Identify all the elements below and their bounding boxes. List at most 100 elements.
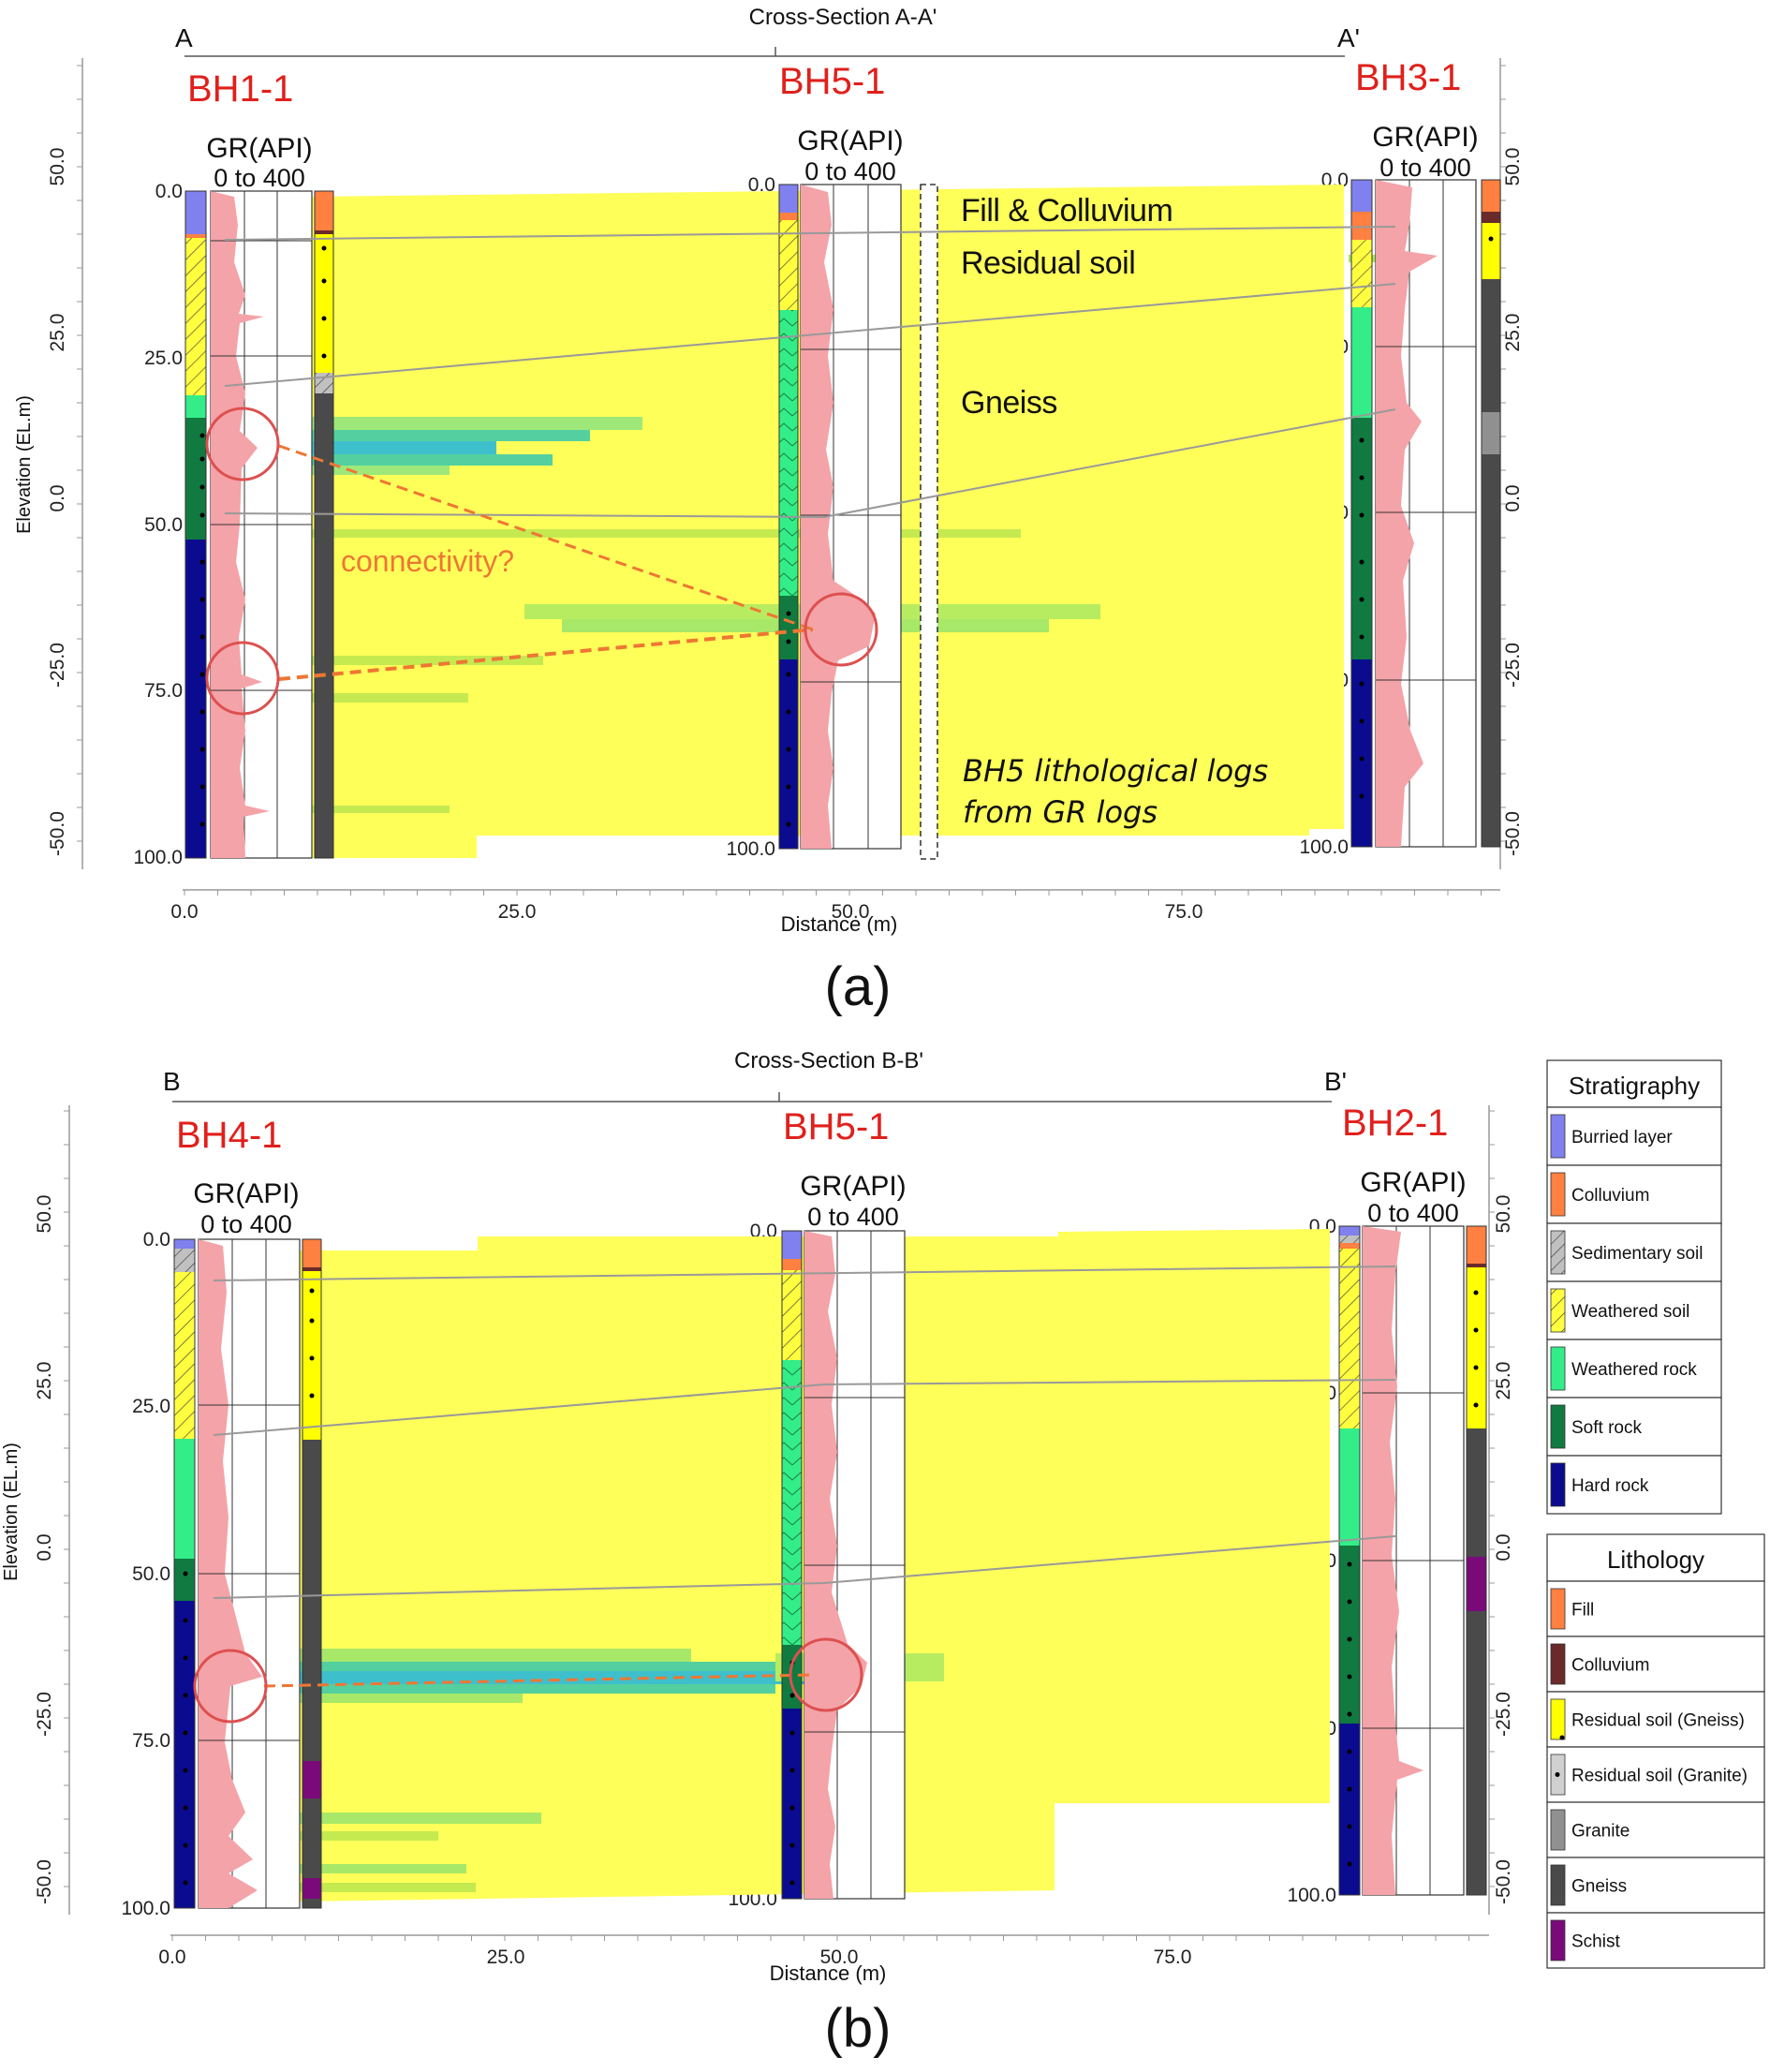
- legend-label: Residual soil (Gneiss): [1571, 1711, 1745, 1731]
- caption-a: (a): [825, 956, 892, 1017]
- elevation-tick-label: -25.0: [1493, 1692, 1514, 1737]
- legend-label: Burried layer: [1571, 1128, 1673, 1147]
- gr-title: GR(API): [1360, 1167, 1466, 1198]
- anomaly-circle: [804, 592, 878, 667]
- borehole-name: BH4-1: [176, 1115, 282, 1156]
- connectivity-line-b1: [263, 1673, 814, 1688]
- legend-label: Colluvium: [1571, 1186, 1649, 1206]
- legend-label: Sedimentary soil: [1571, 1244, 1703, 1264]
- legend-item: Weathered soil: [1546, 1280, 1722, 1340]
- legend-swatch: [1550, 1230, 1566, 1275]
- legend-item: Residual soil (Gneiss): [1546, 1691, 1765, 1748]
- elevation-tick-label: 50.0: [1502, 148, 1524, 186]
- legend-label: Weathered soil: [1571, 1302, 1689, 1322]
- distance-tick-label: 25.0: [498, 901, 537, 923]
- depth-tick-label: 100.0: [726, 838, 775, 860]
- legend-label: Gneiss: [1571, 1877, 1627, 1897]
- depth-tick-label: 100.0: [1299, 836, 1349, 858]
- label-residual-soil: Residual soil: [961, 245, 1135, 281]
- legend-item: Colluvium: [1546, 1164, 1722, 1224]
- borehole-bh1-1: BH1-1 GR(API) 0 to 400: [184, 68, 334, 859]
- gr-range: 0 to 400: [200, 1210, 292, 1238]
- legend-swatch: [1550, 1172, 1566, 1217]
- distance-axis-label-b: Distance (m): [770, 1961, 887, 1985]
- legend-title: Lithology: [1607, 1546, 1704, 1574]
- legend-swatch: [1550, 1346, 1566, 1391]
- borehole-bh2-1: BH2-1 GR(API) 0 to 400: [1338, 1103, 1487, 1896]
- legend-swatch: [1550, 1588, 1566, 1630]
- distance-tick-label: 75.0: [1165, 901, 1203, 923]
- depth-tick-label: 25.0: [132, 1396, 170, 1417]
- legend-stratigraphy: Stratigraphy Burried layer Colluvium Sedim…: [1546, 1059, 1722, 1515]
- legend-item: Burried layer: [1546, 1106, 1722, 1166]
- elevation-tick-label: -25.0: [47, 643, 68, 688]
- legend-item: Colluvium: [1546, 1635, 1765, 1693]
- gr-title: GR(API): [1372, 122, 1478, 153]
- legend-label: Granite: [1571, 1822, 1630, 1842]
- correlation-lines-b: [213, 1265, 1396, 1599]
- legend-label: Residual soil (Granite): [1571, 1767, 1748, 1786]
- anomaly-circle: [205, 641, 280, 716]
- elevation-tick-label: 50.0: [47, 148, 68, 186]
- panel-a-title: Cross-Section A-A': [749, 5, 937, 30]
- depth-tick-label: 25.0: [144, 348, 183, 369]
- elevation-tick-label: 0.0: [1502, 484, 1524, 511]
- elevation-tick-label: 0.0: [1493, 1533, 1514, 1561]
- panel-b: Cross-Section B-B' B B' 50.0 50.0 25.0 25.0…: [1, 1048, 1514, 2059]
- borehole-bh3-1: BH3-1 GR(API) 0 to 400: [1350, 57, 1501, 848]
- gr-title: GR(API): [797, 126, 903, 156]
- legend-lithology: Lithology Fill Colluvium Residual soil (Gn…: [1546, 1533, 1765, 1969]
- borehole-name: BH3-1: [1355, 57, 1461, 98]
- gr-bands-a: [309, 255, 1425, 813]
- connectivity-line-a1: [278, 444, 814, 631]
- label-fill-colluvium: Fill & Colluvium: [961, 193, 1173, 229]
- elevation-tick-label: -25.0: [34, 1692, 55, 1737]
- depth-tick-label: 75.0: [144, 680, 183, 702]
- borehole-name: BH2-1: [1342, 1103, 1448, 1144]
- elevation-tick-label: 25.0: [47, 314, 68, 352]
- depth-tick-label: 0.0: [748, 174, 775, 196]
- depth-tick-label: 75.0: [132, 1730, 170, 1752]
- panel-a-right-end: A': [1337, 23, 1360, 52]
- gr-range: 0 to 400: [804, 157, 896, 185]
- panel-b-right-end: B': [1324, 1067, 1347, 1096]
- distance-tick-label: 50.0: [820, 1946, 859, 1968]
- legend-item: Sedimentary soil: [1546, 1222, 1722, 1282]
- elevation-tick-label: 50.0: [34, 1195, 55, 1234]
- correlation-lines-a: [224, 226, 1396, 518]
- elevation-tick-label: -50.0: [34, 1859, 55, 1904]
- legend-swatch: [1550, 1462, 1566, 1507]
- label-gneiss: Gneiss: [961, 385, 1057, 421]
- depth-tick-label: 100.0: [133, 847, 183, 868]
- elevation-tick-label: 25.0: [1493, 1362, 1514, 1400]
- gr-range: 0 to 400: [1367, 1199, 1459, 1227]
- borehole-bh4-1: BH4-1 GR(API) 0 to 400: [173, 1115, 322, 1909]
- legend-swatch: [1550, 1809, 1566, 1851]
- legend-label: Schist: [1571, 1932, 1620, 1952]
- anomaly-circle: [193, 1649, 268, 1724]
- legend-swatch: [1550, 1919, 1566, 1961]
- gr-range: 0 to 400: [214, 164, 305, 192]
- legend-item: Fill: [1546, 1580, 1765, 1637]
- elevation-tick-label: 25.0: [1502, 314, 1524, 352]
- legend-item: Gneiss: [1546, 1857, 1765, 1914]
- panel-a: Cross-Section A-A' A A' 50.0 50.0 25.0 25.0…: [14, 5, 1524, 1017]
- borehole-bh5-1-b: BH5-1 GR(API) 0 to 400: [781, 1106, 907, 1900]
- label-connectivity: connectivity?: [341, 544, 514, 578]
- distance-tick-label: 0.0: [158, 1946, 185, 1968]
- depth-tick-label: 100.0: [121, 1898, 170, 1919]
- legend-item: Schist: [1546, 1912, 1765, 1969]
- gr-range: 0 to 400: [1379, 154, 1471, 182]
- label-note-line2: from GR logs: [963, 794, 1158, 830]
- elevation-tick-label: -50.0: [1502, 811, 1524, 856]
- anomaly-circle: [789, 1637, 863, 1712]
- legend-item: Soft rock: [1546, 1397, 1722, 1457]
- panel-a-left-end: A: [175, 23, 193, 52]
- legend-label: Soft rock: [1571, 1418, 1642, 1438]
- distance-tick-label: 25.0: [487, 1946, 525, 1968]
- legend-label: Colluvium: [1571, 1656, 1649, 1676]
- legend-swatch: [1550, 1404, 1566, 1449]
- distance-tick-label: 75.0: [1154, 1946, 1192, 1968]
- gr-bands-b: [298, 1649, 944, 1892]
- legend-item: Granite: [1546, 1801, 1765, 1858]
